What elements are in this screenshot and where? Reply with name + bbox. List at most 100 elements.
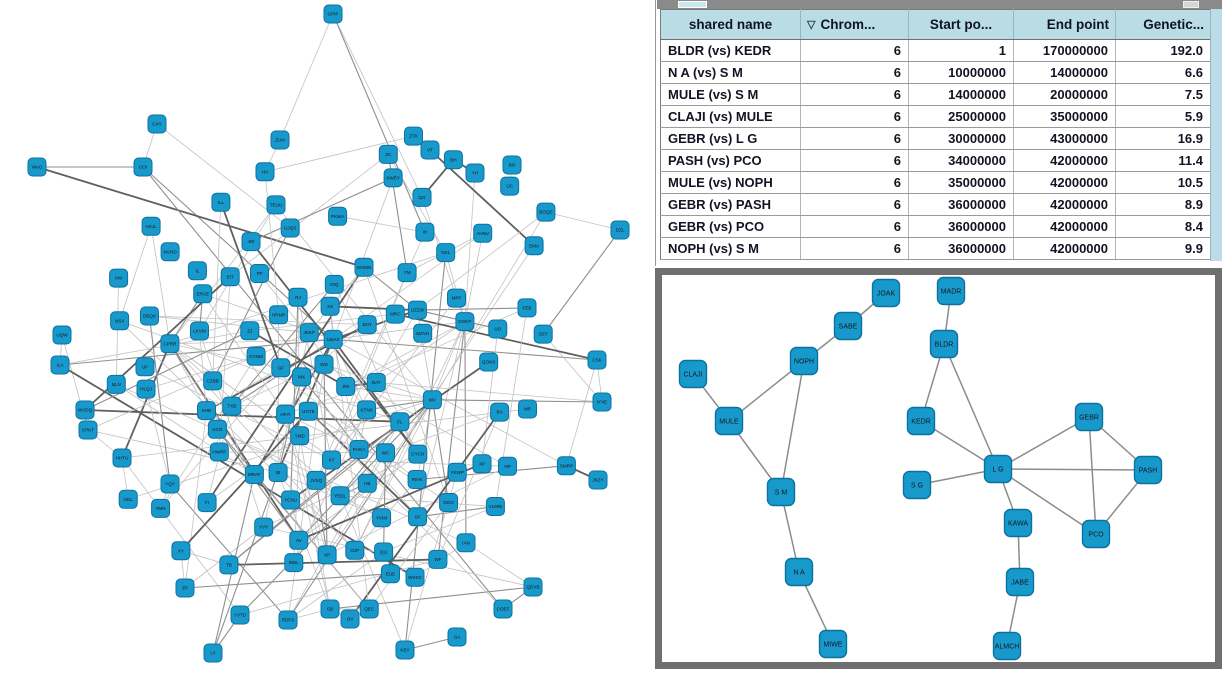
network-node[interactable]: DOO [440,494,458,512]
network-node[interactable]: JVSQ [307,471,325,489]
network-node[interactable]: TMN [152,499,170,517]
network-node[interactable]: BH [444,151,462,169]
network-node[interactable]: AHNV [474,224,492,242]
network-node[interactable]: HRNR [270,306,288,324]
network-node-SABE[interactable]: SABE [835,313,862,340]
network-node-L-G[interactable]: L G [985,456,1012,483]
network-node[interactable]: TB [220,556,238,574]
network-node[interactable]: GF [272,359,290,377]
network-node[interactable]: TXB [223,397,241,415]
network-node[interactable]: QONX [480,353,498,371]
network-edge[interactable] [232,400,433,406]
network-edge[interactable] [116,278,118,384]
network-node[interactable]: UC [501,177,519,195]
table-scrollbar-thumb[interactable] [678,1,707,8]
network-edge[interactable] [333,14,422,197]
network-node[interactable]: QEC [360,600,378,618]
network-node[interactable]: ZC [379,145,397,163]
network-node-KEDR[interactable]: KEDR [908,408,935,435]
network-node[interactable]: VT [421,141,439,159]
network-node[interactable]: RDFS [279,611,297,629]
network-node[interactable]: WAO [28,158,46,176]
network-node[interactable]: SF [409,508,427,526]
network-node[interactable]: MZVH [414,324,432,342]
network-node[interactable]: FL [391,413,409,431]
network-node[interactable]: ILL [212,193,230,211]
network-node[interactable]: WXSC [406,568,424,586]
network-node-NOPH[interactable]: NOPH [791,348,818,375]
network-node[interactable]: CXY [148,115,166,133]
network-node[interactable]: YCNU [282,491,300,509]
column-header-3[interactable]: End point [1014,10,1116,40]
network-node[interactable]: OZY [534,325,552,343]
network-node[interactable]: XY [172,542,190,560]
network-node[interactable]: UJQS [281,219,299,237]
table-vertical-scrollbar[interactable] [1210,9,1222,261]
network-node[interactable]: MRC [386,305,404,323]
network-node[interactable]: BA [491,403,509,421]
main-network-svg[interactable]: GPIPWAOCXYCOIUQWILAWVDQCPKTHHTUYQYZPLYYV… [0,0,655,669]
network-node[interactable]: BAT [367,374,385,392]
network-node-BLDR[interactable]: BLDR [931,331,958,358]
network-edge[interactable] [465,173,475,322]
network-edge-L-G-PASH[interactable] [998,469,1148,470]
network-node[interactable]: HFIY [277,405,295,423]
network-node[interactable]: KT [323,451,341,469]
network-node-ALMCH[interactable]: ALMCH [994,633,1021,660]
network-node[interactable]: YH [466,164,484,182]
network-node[interactable]: RIHK [408,471,426,489]
network-node[interactable]: FI [198,494,216,512]
network-edge-BLDR-L-G[interactable] [944,344,998,469]
network-node[interactable]: QDVB [524,578,542,596]
network-node[interactable]: BOQE [537,203,555,221]
network-node[interactable]: XP [473,455,491,473]
network-edge[interactable] [265,172,279,315]
network-edge-NOPH-S-M[interactable] [781,361,804,492]
network-node[interactable]: SHD [198,402,216,420]
network-node[interactable]: HV [256,163,274,181]
network-edge[interactable] [417,466,566,480]
network-node[interactable]: FEB [518,299,536,317]
network-node[interactable]: UOTE [299,402,317,420]
network-node[interactable]: TEUU [267,196,285,214]
network-node[interactable]: YVY [255,518,273,536]
network-node[interactable]: WVDQ [76,401,94,419]
network-edge[interactable] [331,273,407,460]
network-node[interactable]: UZZW [408,301,426,319]
network-node[interactable]: LWAX [324,330,342,348]
network-node[interactable]: KTNX [358,401,376,419]
network-node[interactable]: ERAE [194,285,212,303]
network-node[interactable]: WC [377,444,395,462]
network-edge[interactable] [181,411,309,551]
network-edge[interactable] [37,167,364,267]
network-node[interactable]: EMA [525,237,543,255]
network-node[interactable]: AV [290,531,308,549]
network-node[interactable]: COEF [494,600,512,618]
network-edge-GEBR-PCO[interactable] [1089,417,1096,534]
network-node-MADR[interactable]: MADR [938,278,965,305]
network-edge[interactable] [333,14,425,232]
network-node[interactable]: ZM [337,378,355,396]
network-node[interactable]: YVTD [231,606,249,624]
network-node[interactable]: MPF [448,289,466,307]
network-node[interactable]: GYNM [247,347,265,365]
network-edge[interactable] [417,308,527,310]
table-scrollbar-track[interactable] [657,0,1222,9]
network-node[interactable]: FHGA [350,441,368,459]
network-node[interactable]: WF [429,550,447,568]
network-node[interactable]: WD [315,355,333,373]
network-node[interactable]: IH [416,223,434,241]
network-node-N-A[interactable]: N A [786,559,813,586]
network-node[interactable]: HWRF [210,443,228,461]
network-node[interactable]: PF [251,265,269,283]
network-edge[interactable] [338,216,425,232]
network-node[interactable]: HLQJ [137,380,155,398]
network-node[interactable]: XS [321,297,339,315]
network-node[interactable]: RJ [289,288,307,306]
network-node[interactable]: MRAF [245,466,263,484]
network-node[interactable]: DZL [611,221,629,239]
